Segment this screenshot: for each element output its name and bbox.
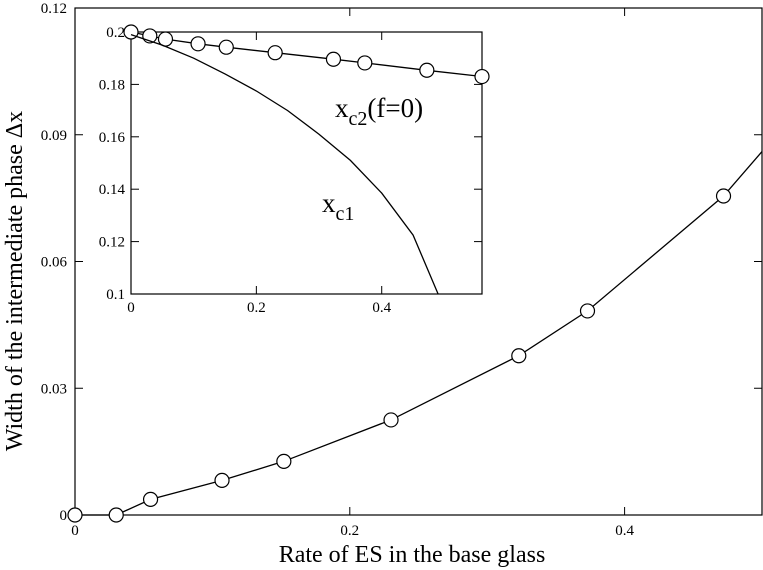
main-series-point [511, 348, 527, 364]
main-y-tick-label: 0.12 [41, 1, 67, 17]
annotation-rest: (f=0) [367, 93, 423, 123]
inset-series-xc2-point [357, 55, 373, 71]
inset-series-xc2-point [474, 68, 490, 85]
inset-series-xc2-line [130, 31, 483, 78]
main-series-point [142, 491, 159, 507]
inset-series [123, 24, 490, 295]
main-x-tick-label: 0.4 [615, 523, 634, 539]
main-series-line [75, 151, 763, 516]
inset-y-tick-label: 0.18 [99, 77, 125, 93]
annotation-sub: c2 [349, 108, 368, 130]
main-series-point [276, 453, 292, 469]
annotations: xc2(f=0)xc1 [322, 93, 423, 225]
main-y-tick-label: 0 [60, 508, 68, 524]
main-series-point [715, 188, 732, 204]
inset-series-xc2-point [325, 51, 342, 67]
annotation-xc1: xc1 [322, 188, 354, 225]
inset-series-xc1-line [130, 33, 439, 295]
inset-y-tick-label: 0.2 [106, 25, 125, 41]
y-axis-title: Width of the intermediate phase Δx [2, 111, 28, 451]
main-series-point [383, 412, 399, 428]
inset-series-xc2-point [190, 36, 206, 52]
annotation-xc2: xc2(f=0) [335, 93, 423, 130]
inset-x-tick-label: 0 [127, 300, 135, 316]
inset-series-xc2-point [419, 62, 435, 78]
annotation-base: x [322, 188, 336, 218]
main-y-tick-label: 0.03 [41, 381, 67, 397]
inset-y-tick-label: 0.1 [106, 287, 125, 303]
inset-x-tick-label: 0.4 [372, 300, 391, 316]
main-x-tick-label: 0.2 [340, 523, 359, 539]
inset-series-xc2-point [267, 45, 283, 61]
main-series-point [67, 507, 83, 523]
main-y-tick-label: 0.09 [41, 128, 67, 144]
main-y-tick-label: 0.06 [41, 255, 68, 271]
annotation-sub: c1 [336, 203, 355, 225]
inset-series-xc2-point [218, 39, 234, 55]
main-series-point [214, 472, 230, 488]
main-series-point [579, 303, 596, 319]
main-x-tick-label: 0 [71, 523, 79, 539]
inset-y-tick-label: 0.14 [99, 182, 126, 198]
annotation-base: x [335, 93, 349, 123]
inset-x-tick-label: 0.2 [247, 300, 266, 316]
inset-y-tick-label: 0.16 [99, 130, 126, 146]
x-axis-title: Rate of ES in the base glass [279, 542, 546, 568]
main-series [67, 151, 763, 523]
inset-y-tick-label: 0.12 [99, 235, 125, 251]
main-series-point [108, 507, 124, 523]
